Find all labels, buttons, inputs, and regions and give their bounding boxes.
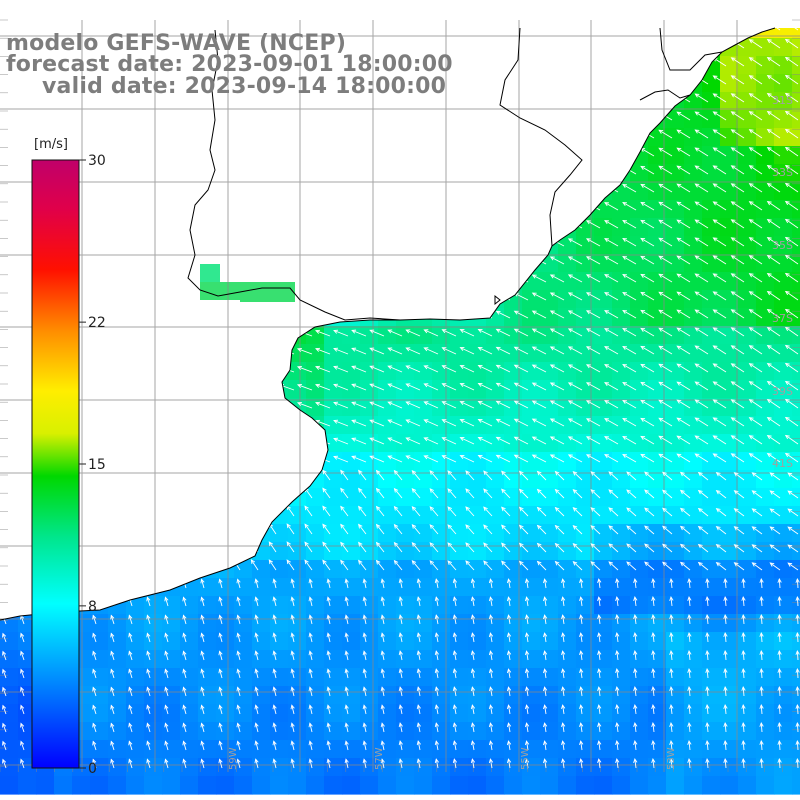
- latitude-labels: 31S 33S 35S 37S 39S 41S: [772, 94, 793, 470]
- lat-lon-grid: [0, 19, 800, 772]
- colorbar-tick-label: 22: [88, 315, 106, 331]
- colorbar-tick-label: 8: [88, 599, 97, 615]
- colorbar-tick-label: 15: [88, 457, 106, 473]
- river-mouth: [494, 294, 501, 306]
- latitude-label: 33S: [772, 166, 793, 179]
- longitude-label: 55W: [520, 747, 531, 770]
- latitude-label: 35S: [772, 239, 793, 252]
- coastline: [0, 27, 776, 621]
- colorbar-tick-label: 0: [88, 761, 97, 777]
- colorbar-gradient: [31, 159, 80, 769]
- longitude-label: 57W: [374, 747, 385, 770]
- latitude-label: 31S: [772, 94, 793, 107]
- colorbar-ticks: 30 22 15 8 0: [79, 153, 106, 777]
- title-valid-date: valid date: 2023-09-14 18:00:00: [42, 74, 447, 99]
- lagoon-shore-2: [659, 27, 723, 71]
- longitude-label: 53W: [666, 747, 677, 770]
- uruguay-border: [187, 29, 401, 321]
- longitude-label: 59W: [228, 747, 239, 770]
- lagoon-shore: [639, 89, 691, 101]
- latitude-label: 39S: [772, 385, 793, 398]
- colorbar: [m/s] 30 22 15 8 0: [31, 137, 106, 777]
- colorbar-tick-label: 30: [88, 153, 106, 169]
- latitude-label: 41S: [772, 457, 793, 470]
- longitude-labels: 59W 57W 55W 53W: [228, 747, 677, 770]
- latitude-label: 37S: [772, 312, 793, 325]
- title-forecast-date: forecast date: 2023-09-01 18:00:00: [6, 52, 453, 77]
- title-model: modelo GEFS-WAVE (NCEP): [6, 31, 347, 56]
- lagoa-border: [499, 27, 583, 247]
- colorbar-unit: [m/s]: [34, 137, 68, 152]
